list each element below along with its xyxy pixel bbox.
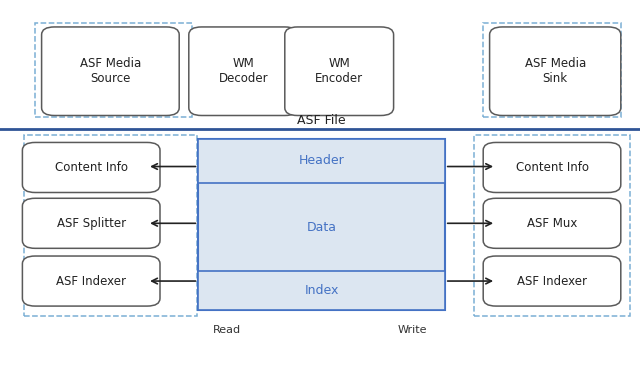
Text: WM
Encoder: WM Encoder [315, 57, 364, 85]
FancyBboxPatch shape [189, 27, 298, 116]
Text: ASF Indexer: ASF Indexer [56, 275, 126, 288]
Text: Content Info: Content Info [54, 161, 128, 174]
FancyBboxPatch shape [490, 27, 621, 116]
Text: Read: Read [213, 325, 241, 335]
Text: Index: Index [305, 284, 339, 297]
Text: Content Info: Content Info [515, 161, 589, 174]
Bar [24, 135, 197, 316]
FancyBboxPatch shape [22, 142, 160, 192]
FancyBboxPatch shape [42, 27, 179, 116]
Text: ASF Splitter: ASF Splitter [56, 217, 126, 230]
Bar [35, 23, 192, 117]
Text: Data: Data [307, 221, 337, 234]
Bar [198, 271, 445, 310]
FancyBboxPatch shape [483, 142, 621, 192]
Text: Write: Write [398, 325, 428, 335]
FancyBboxPatch shape [483, 198, 621, 248]
Text: ASF File: ASF File [298, 114, 346, 127]
Bar [198, 139, 445, 183]
Text: Header: Header [299, 154, 344, 167]
Bar [483, 23, 621, 117]
FancyBboxPatch shape [285, 27, 394, 116]
Text: ASF Mux: ASF Mux [527, 217, 577, 230]
FancyBboxPatch shape [483, 256, 621, 306]
FancyBboxPatch shape [22, 198, 160, 248]
Text: ASF Indexer: ASF Indexer [517, 275, 587, 288]
Text: ASF Media
Source: ASF Media Source [80, 57, 141, 85]
FancyBboxPatch shape [22, 256, 160, 306]
Text: ASF Media
Sink: ASF Media Sink [525, 57, 586, 85]
Bar [198, 139, 445, 310]
Bar [474, 135, 630, 316]
Text: WM
Decoder: WM Decoder [218, 57, 268, 85]
